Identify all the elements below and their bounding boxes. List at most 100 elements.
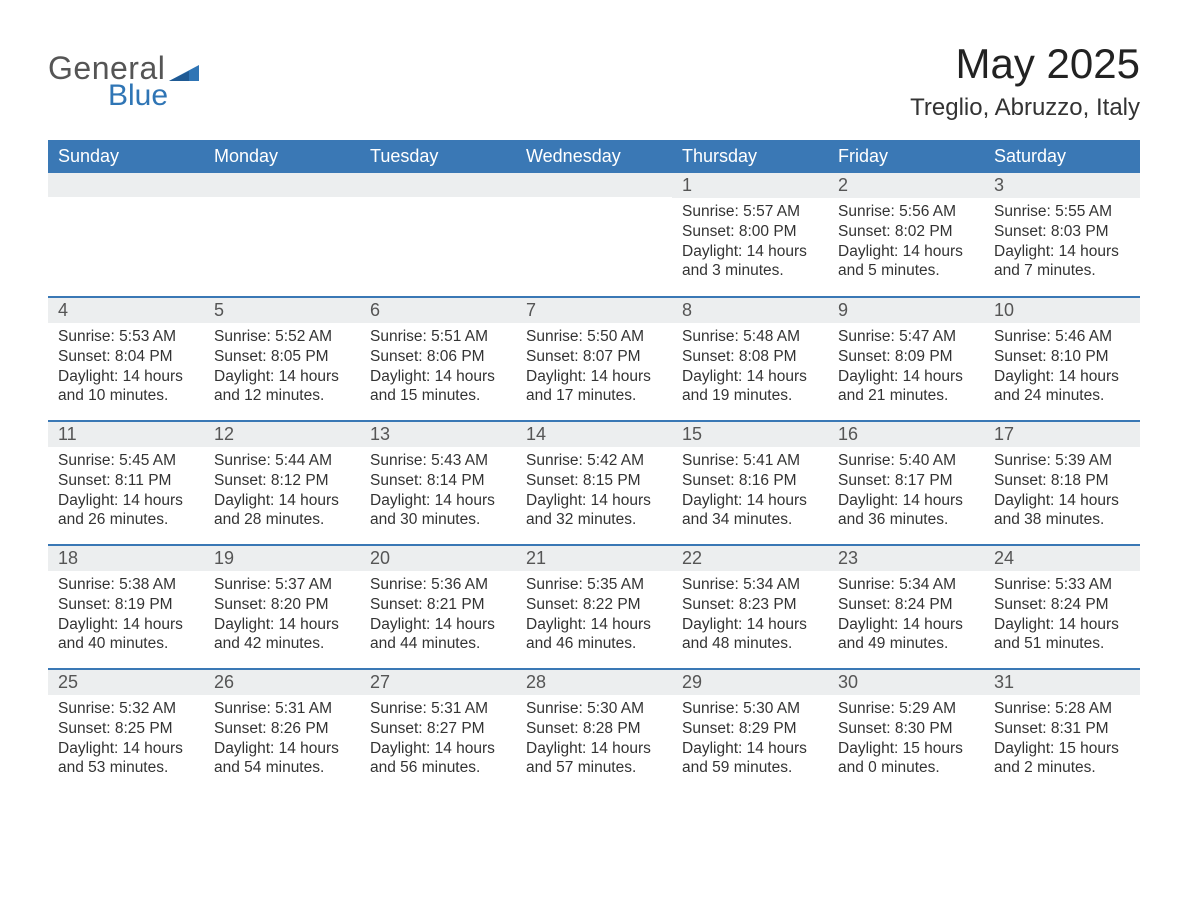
sunrise-text: Sunrise: 5:40 AM [838,451,974,471]
day-content: Sunrise: 5:56 AMSunset: 8:02 PMDaylight:… [828,198,984,289]
daylight-text: Daylight: 14 hours and 59 minutes. [682,739,818,779]
day-content: Sunrise: 5:37 AMSunset: 8:20 PMDaylight:… [204,571,360,662]
day-content: Sunrise: 5:51 AMSunset: 8:06 PMDaylight:… [360,323,516,414]
day-number: 14 [516,422,672,447]
weekday-header: Tuesday [360,140,516,173]
calendar-table: SundayMondayTuesdayWednesdayThursdayFrid… [48,140,1140,793]
daylight-text: Daylight: 14 hours and 19 minutes. [682,367,818,407]
day-number: 11 [48,422,204,447]
daylight-text: Daylight: 14 hours and 32 minutes. [526,491,662,531]
calendar-day-cell: 21Sunrise: 5:35 AMSunset: 8:22 PMDayligh… [516,545,672,669]
daylight-text: Daylight: 14 hours and 21 minutes. [838,367,974,407]
sunrise-text: Sunrise: 5:34 AM [682,575,818,595]
daylight-text: Daylight: 14 hours and 12 minutes. [214,367,350,407]
day-number: 25 [48,670,204,695]
sunset-text: Sunset: 8:19 PM [58,595,194,615]
calendar-day-cell: 25 Sunrise: 5:32 AMSunset: 8:25 PMDayligh… [48,669,204,793]
page: General Blue May 2025 Treglio, Abruzzo, … [0,0,1188,833]
day-number: 20 [360,546,516,571]
daylight-text: Daylight: 14 hours and 24 minutes. [994,367,1130,407]
sunset-text: Sunset: 8:02 PM [838,222,974,242]
day-number: 27 [360,670,516,695]
sunset-text: Sunset: 8:15 PM [526,471,662,491]
calendar-day-cell: 4Sunrise: 5:53 AMSunset: 8:04 PMDaylight… [48,297,204,421]
daylight-text: Daylight: 14 hours and 7 minutes. [994,242,1130,282]
day-number: 17 [984,422,1140,447]
calendar-week-row: 11Sunrise: 5:45 AMSunset: 8:11 PMDayligh… [48,421,1140,545]
day-number: 3 [984,173,1140,198]
sunset-text: Sunset: 8:10 PM [994,347,1130,367]
sunset-text: Sunset: 8:16 PM [682,471,818,491]
sunset-text: Sunset: 8:25 PM [58,719,194,739]
day-content: Sunrise: 5:34 AMSunset: 8:24 PMDaylight:… [828,571,984,662]
calendar-header-row: SundayMondayTuesdayWednesdayThursdayFrid… [48,140,1140,173]
calendar-day-cell: 18Sunrise: 5:38 AMSunset: 8:19 PMDayligh… [48,545,204,669]
calendar-day-cell: 27Sunrise: 5:31 AMSunset: 8:27 PMDayligh… [360,669,516,793]
sunset-text: Sunset: 8:03 PM [994,222,1130,242]
day-content: Sunrise: 5:52 AMSunset: 8:05 PMDaylight:… [204,323,360,414]
calendar-day-cell: 3Sunrise: 5:55 AMSunset: 8:03 PMDaylight… [984,173,1140,297]
sunset-text: Sunset: 8:12 PM [214,471,350,491]
day-number: 4 [48,298,204,323]
day-content: Sunrise: 5:28 AMSunset: 8:31 PMDaylight:… [984,695,1140,786]
day-content: Sunrise: 5:40 AMSunset: 8:17 PMDaylight:… [828,447,984,538]
calendar-day-cell [516,173,672,297]
daylight-text: Daylight: 14 hours and 49 minutes. [838,615,974,655]
title-block: May 2025 Treglio, Abruzzo, Italy [910,30,1140,130]
day-number: 29 [672,670,828,695]
calendar-day-cell: 30Sunrise: 5:29 AMSunset: 8:30 PMDayligh… [828,669,984,793]
sunrise-text: Sunrise: 5:29 AM [838,699,974,719]
day-content: Sunrise: 5:30 AMSunset: 8:29 PMDaylight:… [672,695,828,786]
logo-text-blue: Blue [108,79,168,113]
daylight-text: Daylight: 14 hours and 53 minutes. [58,739,194,779]
calendar-week-row: 1Sunrise: 5:57 AMSunset: 8:00 PMDaylight… [48,173,1140,297]
day-number: 5 [204,298,360,323]
logo: General Blue [48,30,199,113]
calendar-day-cell: 12Sunrise: 5:44 AMSunset: 8:12 PMDayligh… [204,421,360,545]
day-number: 21 [516,546,672,571]
daylight-text: Daylight: 14 hours and 28 minutes. [214,491,350,531]
sunrise-text: Sunrise: 5:28 AM [994,699,1130,719]
sunrise-text: Sunrise: 5:36 AM [370,575,506,595]
sunset-text: Sunset: 8:23 PM [682,595,818,615]
daylight-text: Daylight: 14 hours and 26 minutes. [58,491,194,531]
sunrise-text: Sunrise: 5:39 AM [994,451,1130,471]
day-number: 30 [828,670,984,695]
month-title: May 2025 [910,40,1140,88]
sunrise-text: Sunrise: 5:52 AM [214,327,350,347]
day-number: 16 [828,422,984,447]
sunrise-text: Sunrise: 5:30 AM [682,699,818,719]
sunset-text: Sunset: 8:21 PM [370,595,506,615]
weekday-header: Sunday [48,140,204,173]
sunset-text: Sunset: 8:14 PM [370,471,506,491]
daylight-text: Daylight: 14 hours and 3 minutes. [682,242,818,282]
day-number: 1 [672,173,828,198]
day-number: 19 [204,546,360,571]
sunset-text: Sunset: 8:09 PM [838,347,974,367]
sunrise-text: Sunrise: 5:31 AM [370,699,506,719]
sunrise-text: Sunrise: 5:32 AM [58,699,194,719]
day-content: Sunrise: 5:46 AMSunset: 8:10 PMDaylight:… [984,323,1140,414]
calendar-day-cell: 16Sunrise: 5:40 AMSunset: 8:17 PMDayligh… [828,421,984,545]
calendar-day-cell: 31Sunrise: 5:28 AMSunset: 8:31 PMDayligh… [984,669,1140,793]
sunset-text: Sunset: 8:00 PM [682,222,818,242]
weekday-header: Saturday [984,140,1140,173]
daylight-text: Daylight: 14 hours and 15 minutes. [370,367,506,407]
day-number: 6 [360,298,516,323]
day-content: Sunrise: 5:41 AMSunset: 8:16 PMDaylight:… [672,447,828,538]
weekday-header: Friday [828,140,984,173]
daylight-text: Daylight: 14 hours and 57 minutes. [526,739,662,779]
empty-day-bar [48,173,204,197]
calendar-day-cell: 13Sunrise: 5:43 AMSunset: 8:14 PMDayligh… [360,421,516,545]
calendar-day-cell: 7Sunrise: 5:50 AMSunset: 8:07 PMDaylight… [516,297,672,421]
day-number: 13 [360,422,516,447]
day-content: Sunrise: 5:57 AMSunset: 8:00 PMDaylight:… [672,198,828,289]
day-content: Sunrise: 5:47 AMSunset: 8:09 PMDaylight:… [828,323,984,414]
day-content: Sunrise: 5:48 AMSunset: 8:08 PMDaylight:… [672,323,828,414]
daylight-text: Daylight: 14 hours and 56 minutes. [370,739,506,779]
daylight-text: Daylight: 14 hours and 38 minutes. [994,491,1130,531]
daylight-text: Daylight: 14 hours and 48 minutes. [682,615,818,655]
calendar-day-cell: 6Sunrise: 5:51 AMSunset: 8:06 PMDaylight… [360,297,516,421]
location-text: Treglio, Abruzzo, Italy [910,94,1140,122]
sunset-text: Sunset: 8:17 PM [838,471,974,491]
